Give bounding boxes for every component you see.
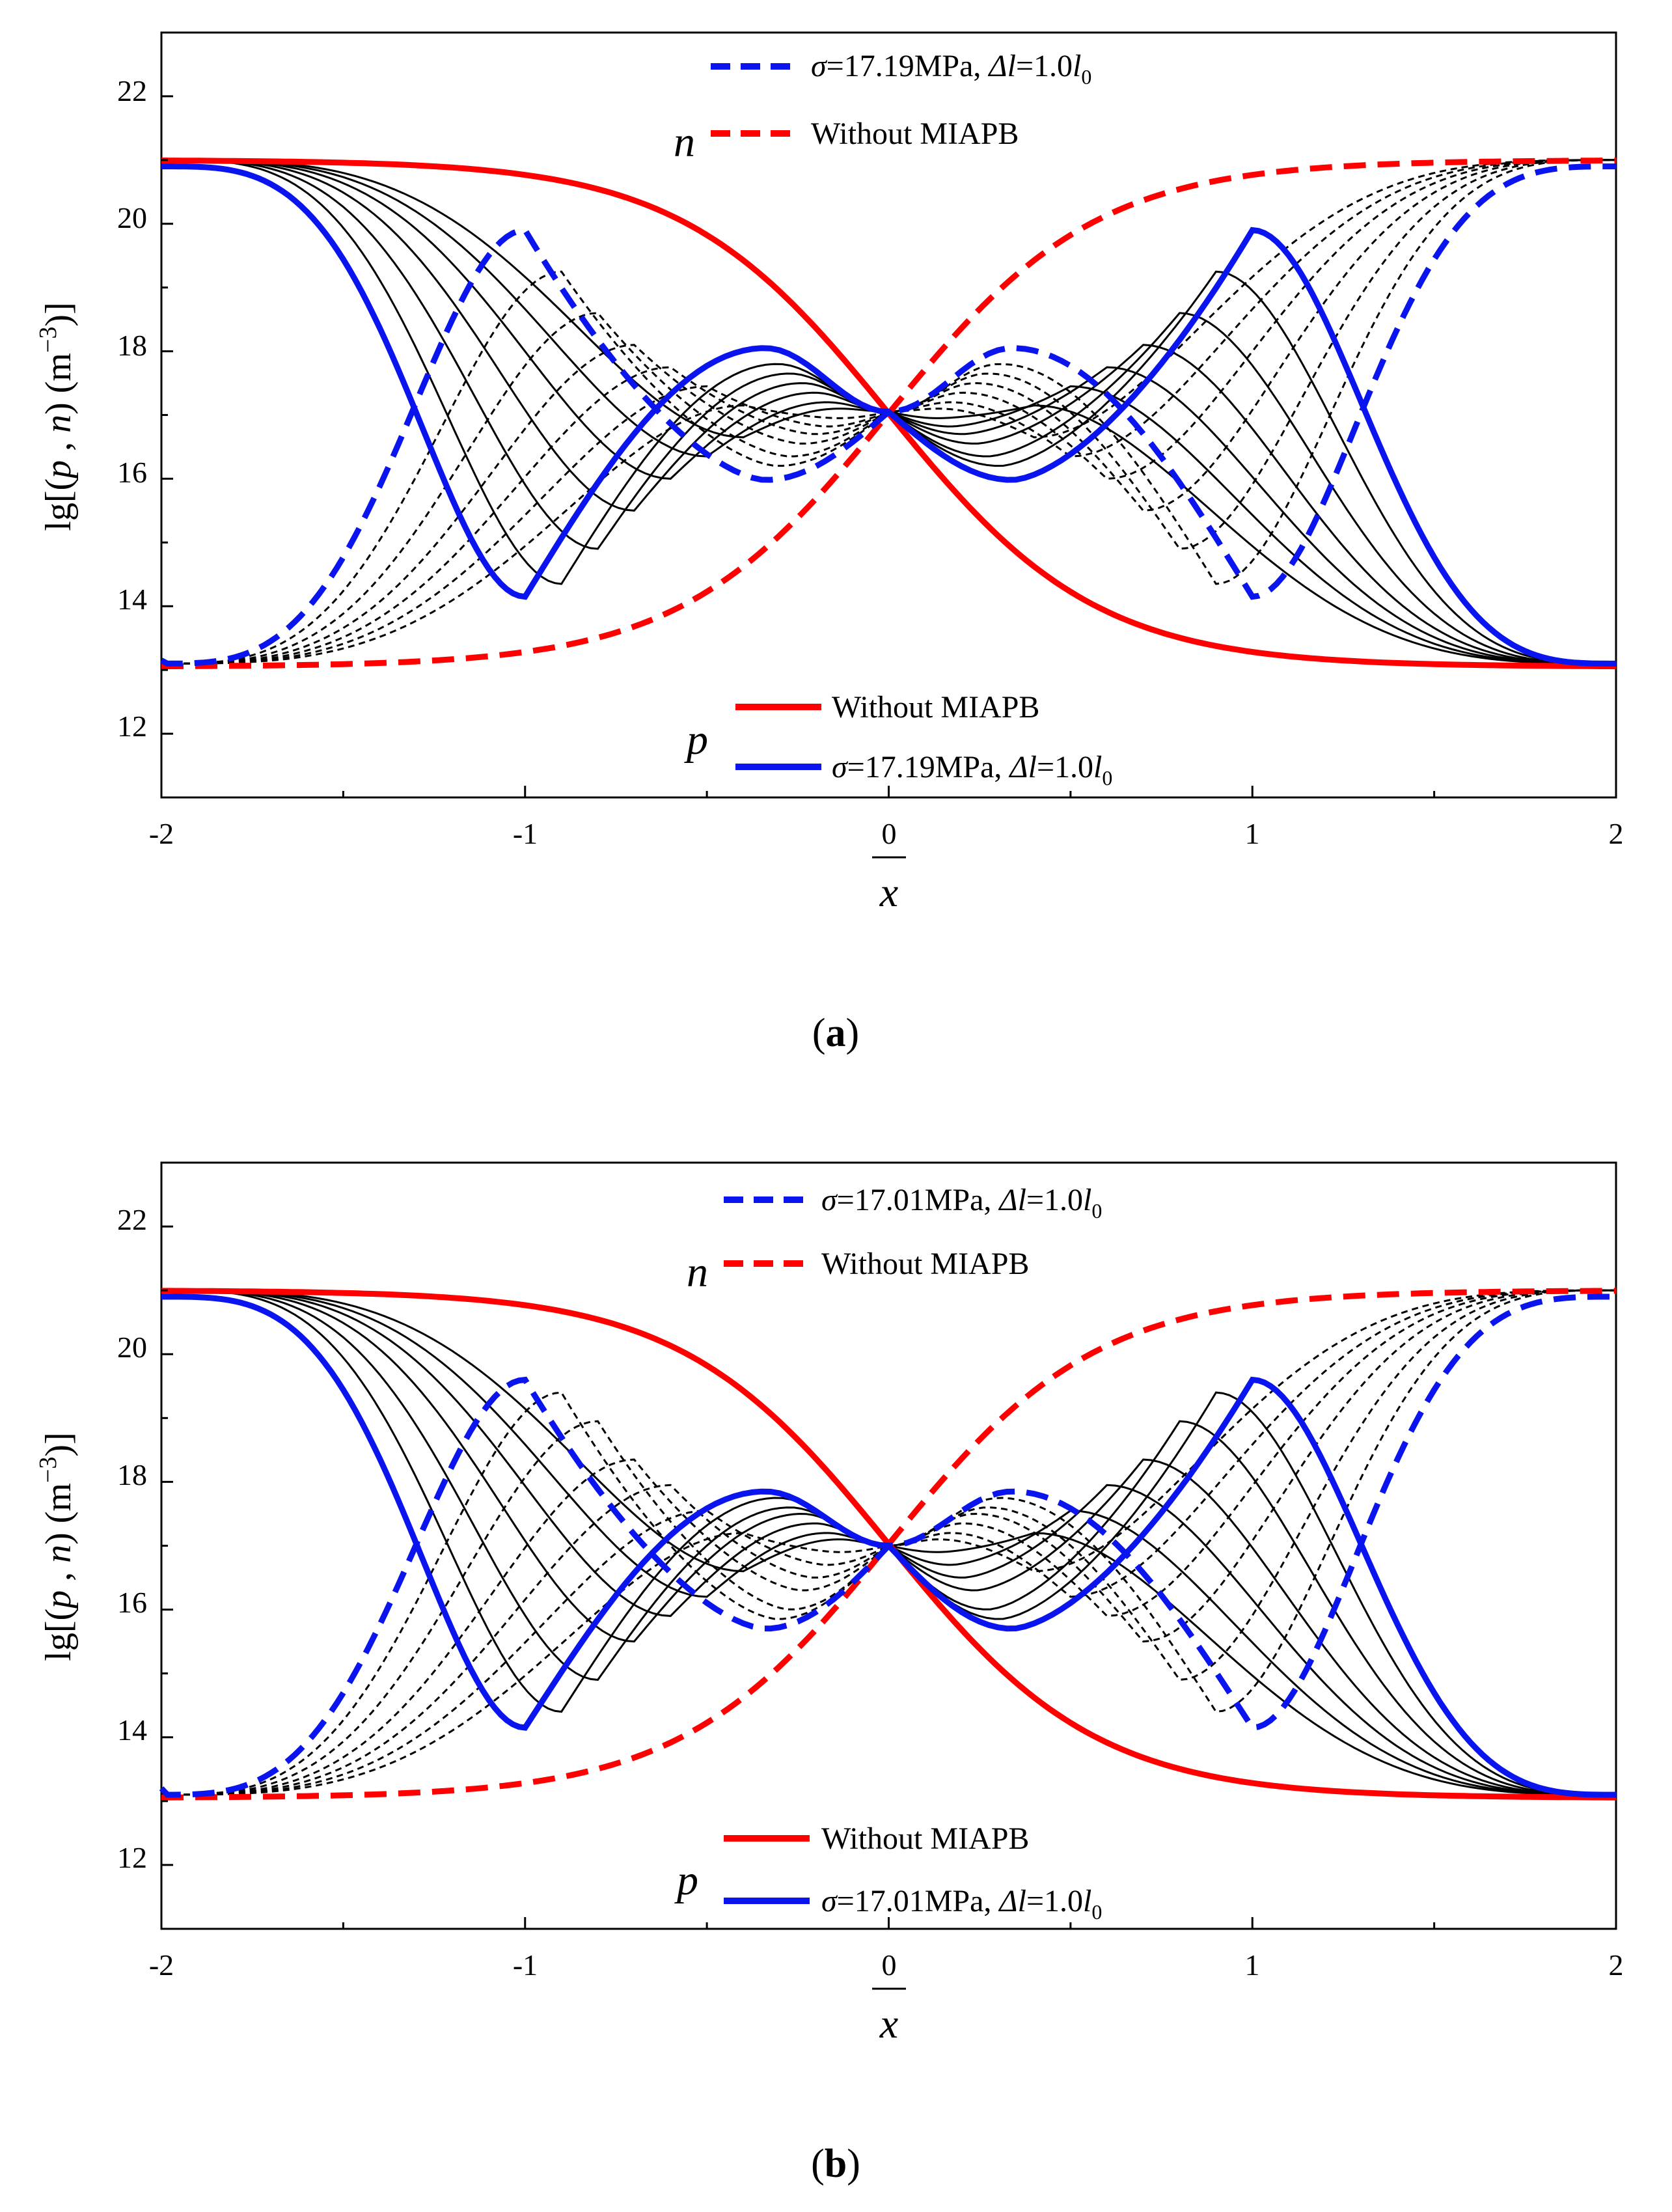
panel-caption: (b) bbox=[811, 2142, 860, 2186]
panel-caption: (a) bbox=[812, 1011, 859, 1055]
y-axis-title: lg[(p , n) (m−3)] bbox=[34, 1432, 79, 1661]
y-tick-label: 22 bbox=[117, 1203, 147, 1236]
x-tick-label: 0 bbox=[882, 1948, 897, 1982]
n-curve-black-dashed bbox=[161, 1289, 1616, 1796]
y-tick-label: 14 bbox=[117, 583, 147, 616]
y-tick-label: 16 bbox=[117, 1586, 147, 1619]
x-tick-label: 2 bbox=[1609, 817, 1624, 850]
y-tick-label: 16 bbox=[117, 456, 147, 489]
y-axis-title: lg[(p , n) (m−3)] bbox=[34, 302, 79, 531]
legend-n-red-label: Without MIAPB bbox=[811, 117, 1019, 151]
p-legend-symbol: p bbox=[684, 716, 708, 764]
legend-n-red-label: Without MIAPB bbox=[821, 1247, 1029, 1281]
panel-b: 12 14 16 18 20 22 -2 -1 0 1 2 x lg[(p , … bbox=[34, 1161, 1624, 2186]
n-curve-black-dashed bbox=[161, 159, 1616, 665]
x-tick-label: -2 bbox=[149, 1948, 174, 1982]
curves bbox=[159, 1288, 1616, 1801]
legend-n-blue-label: σ=17.01MPa, Δl=1.0l0 bbox=[821, 1183, 1102, 1223]
n-curve-black-dashed bbox=[161, 159, 1616, 665]
axis-ticks bbox=[160, 95, 1617, 797]
y-tick-label: 14 bbox=[117, 1713, 147, 1747]
y-tick-label: 12 bbox=[117, 1841, 147, 1874]
n-curve-black-dashed bbox=[161, 159, 1616, 665]
curves bbox=[159, 158, 1617, 670]
y-tick-label: 20 bbox=[117, 201, 147, 234]
n-curve-blue-dashed bbox=[159, 1293, 1616, 1798]
y-tick-label: 18 bbox=[117, 329, 147, 362]
x-tick-label: -1 bbox=[513, 1948, 538, 1982]
x-tick-label: 2 bbox=[1609, 1948, 1624, 1982]
y-tick-label: 18 bbox=[117, 1458, 147, 1491]
legend-p-red-label: Without MIAPB bbox=[821, 1821, 1029, 1856]
legend-p-red-label: Without MIAPB bbox=[832, 690, 1039, 725]
y-tick-label: 22 bbox=[117, 74, 147, 107]
legend-n-blue-label: σ=17.19MPa, Δl=1.0l0 bbox=[811, 49, 1091, 89]
legend-p-blue-label: σ=17.19MPa, Δl=1.0l0 bbox=[832, 750, 1112, 790]
n-curve-blue-dashed bbox=[159, 163, 1616, 667]
n-legend-symbol: n bbox=[687, 1249, 708, 1296]
panel-a: 12 14 16 18 20 22 -2 -1 0 1 2 x lg[(p , … bbox=[34, 31, 1624, 1055]
y-tick-label: 12 bbox=[117, 710, 147, 743]
x-tick-label: -2 bbox=[149, 817, 174, 850]
p-legend-symbol: p bbox=[674, 1857, 698, 1904]
x-tick-label: 1 bbox=[1245, 1948, 1260, 1982]
y-tick-label: 20 bbox=[117, 1331, 147, 1364]
x-tick-label: 1 bbox=[1245, 817, 1260, 850]
x-axis-title: x bbox=[879, 2000, 898, 2047]
n-curve-black-dashed bbox=[161, 1289, 1616, 1796]
x-axis-title: x bbox=[879, 869, 898, 915]
x-tick-label: -1 bbox=[513, 817, 538, 850]
axis-ticks bbox=[160, 1225, 1617, 1929]
n-legend-symbol: n bbox=[674, 118, 695, 166]
x-tick-label: 0 bbox=[882, 817, 897, 850]
legend-p-blue-label: σ=17.01MPa, Δl=1.0l0 bbox=[821, 1884, 1102, 1924]
p-curve-blue bbox=[161, 163, 1616, 667]
